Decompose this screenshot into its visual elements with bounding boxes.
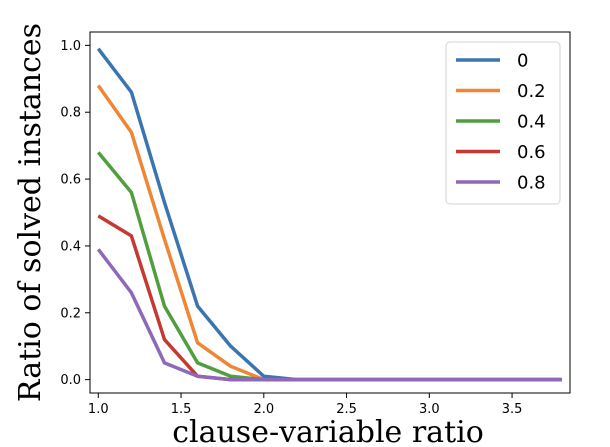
y-tick-label: 1.0: [60, 39, 81, 54]
y-tick-label: 0.6: [60, 173, 81, 188]
legend: 0 0.2 0.4 0.6 0.8: [445, 41, 561, 205]
y-tick-label: 0.8: [60, 106, 81, 121]
legend-label-1: 0.2: [517, 81, 546, 102]
legend-label-0: 0: [517, 51, 528, 72]
legend-box: [445, 41, 561, 205]
series-lines: [96, 47, 562, 382]
x-tick-label: 3.5: [502, 402, 523, 417]
y-tick-label: 0.2: [60, 306, 81, 321]
legend-label-3: 0.6: [517, 142, 546, 163]
legend-label-4: 0.8: [517, 173, 546, 194]
y-axis: 0.0 0.2 0.4 0.6 0.8 1.0: [60, 39, 90, 388]
x-axis-title: clause-variable ratio: [172, 415, 484, 447]
x-tick-label: 3.0: [419, 402, 440, 417]
legend-label-2: 0.4: [517, 112, 546, 133]
y-tick-label: 0.0: [60, 373, 81, 388]
x-tick-label: 2.0: [253, 402, 274, 417]
series-line-4: [96, 248, 562, 382]
x-axis: 1.0 1.5 2.0 2.5 3.0 3.5: [88, 393, 522, 417]
y-axis-title: Ratio of solved instances: [13, 23, 48, 402]
x-tick-label: 1.5: [171, 402, 192, 417]
x-tick-label: 1.0: [88, 402, 109, 417]
x-tick-label: 2.5: [336, 402, 357, 417]
series-line-3: [97, 214, 562, 382]
plot-frame: [89, 31, 571, 394]
y-tick-label: 0.4: [60, 239, 81, 254]
